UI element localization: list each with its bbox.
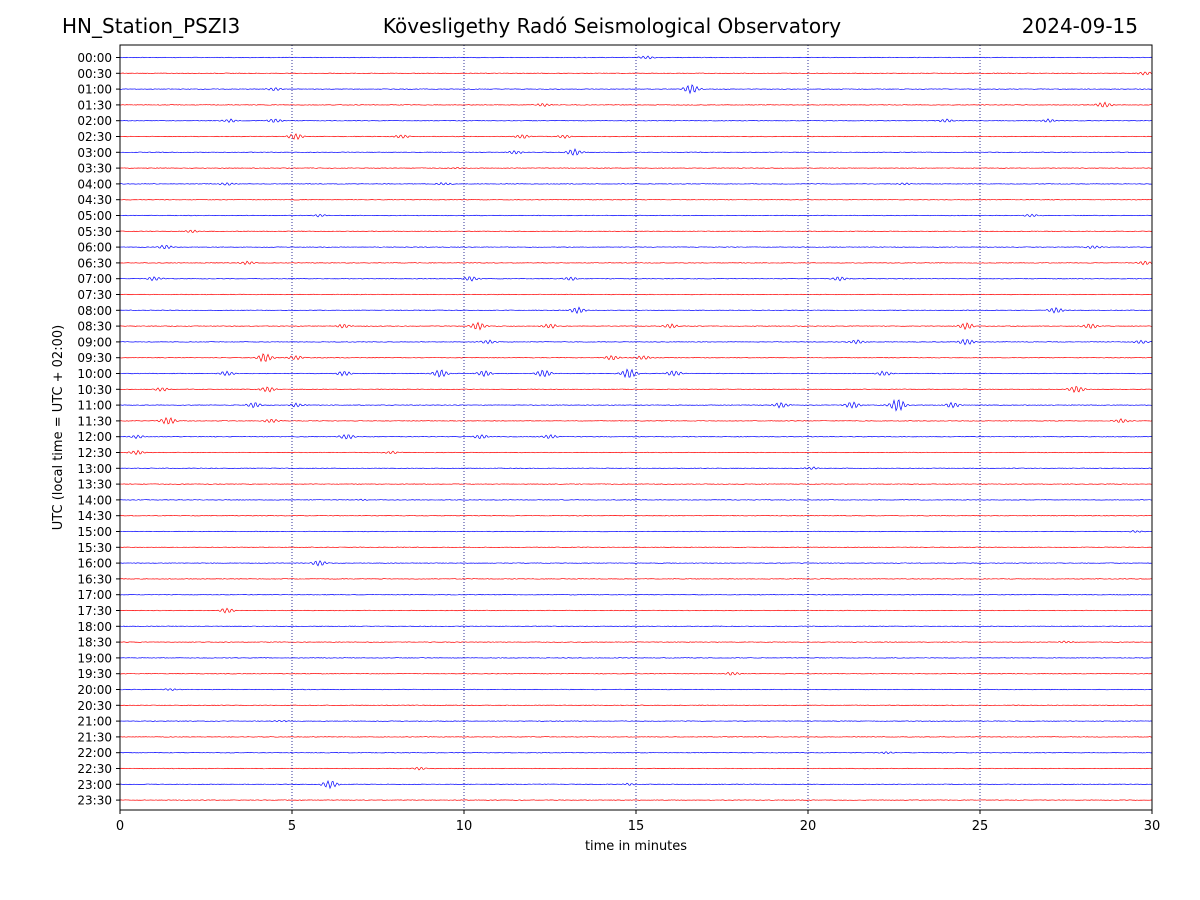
y-tick-label: 20:30 [77, 699, 112, 713]
trace-0030 [119, 71, 1153, 76]
trace-1030 [119, 385, 1153, 393]
y-tick-label: 12:30 [77, 446, 112, 460]
station-name: HN_Station_PSZI3 [62, 14, 241, 38]
y-tick-label: 13:30 [77, 478, 112, 492]
y-tick-label: 15:00 [77, 525, 112, 539]
y-tick-label: 09:30 [77, 351, 112, 365]
y-axis-label: UTC (local time = UTC + 02:00) [51, 325, 66, 530]
y-tick-label: 21:30 [77, 730, 112, 744]
y-tick-label: 01:00 [77, 83, 112, 97]
y-tick-label: 18:00 [77, 620, 112, 634]
y-tick-label: 04:00 [77, 177, 112, 191]
y-tick-label: 16:30 [77, 572, 112, 586]
x-tick-label: 20 [800, 819, 817, 834]
y-tick-label: 00:30 [77, 67, 112, 81]
plot-date: 2024-09-15 [1021, 14, 1138, 38]
y-tick-label: 01:30 [77, 98, 112, 112]
y-tick-label: 22:00 [77, 746, 112, 760]
x-tick-label: 5 [288, 819, 296, 834]
y-tick-label: 17:00 [77, 588, 112, 602]
y-tick-label: 09:00 [77, 335, 112, 349]
y-tick-label: 03:30 [77, 162, 112, 176]
x-tick-label: 0 [116, 819, 124, 834]
y-tick-label: 15:30 [77, 541, 112, 555]
y-tick-label: 07:30 [77, 288, 112, 302]
plot-frame [119, 44, 1153, 811]
trace-2200 [119, 751, 1153, 755]
trace-1800 [119, 625, 1153, 627]
y-tick-label: 13:00 [77, 462, 112, 476]
x-tick-label: 30 [1144, 819, 1161, 834]
trace-1530 [119, 546, 1153, 548]
trace-1230 [119, 449, 1153, 456]
x-tick-label: 15 [628, 819, 645, 834]
y-tick-label: 06:30 [77, 256, 112, 270]
y-tick-label: 17:30 [77, 604, 112, 618]
trace-0630 [119, 260, 1153, 266]
y-tick-label: 18:30 [77, 636, 112, 650]
y-tick-label: 02:30 [77, 130, 112, 144]
trace-0700 [119, 276, 1153, 282]
trace-2300 [119, 779, 1153, 790]
y-tick-label: 05:30 [77, 225, 112, 239]
observatory-title: Kövesligethy Radó Seismological Observat… [382, 14, 842, 38]
y-tick-label: 04:30 [77, 193, 112, 207]
y-tick-label: 11:00 [77, 399, 112, 413]
x-tick-label: 25 [972, 819, 989, 834]
trace-1930 [120, 671, 1153, 676]
gridlines-group [291, 45, 981, 810]
trace-0830 [119, 321, 1153, 331]
trace-0500 [119, 213, 1153, 218]
y-tick-label: 10:00 [77, 367, 112, 381]
x-tick-label: 10 [456, 819, 473, 834]
y-tick-label: 08:00 [77, 304, 112, 318]
x-axis-label: time in minutes [585, 839, 687, 854]
traces-group [119, 55, 1153, 801]
x-ticks-group: 0 5 10 15 20 25 30 [116, 810, 1160, 834]
y-tick-label: 10:30 [77, 383, 112, 397]
trace-0600 [119, 244, 1153, 250]
y-tick-label: 22:30 [77, 762, 112, 776]
y-tick-label: 11:30 [77, 414, 112, 428]
y-tick-label: 23:00 [77, 778, 112, 792]
trace-2000 [119, 688, 1153, 691]
y-tick-label: 20:00 [77, 683, 112, 697]
y-tick-label: 21:00 [77, 715, 112, 729]
trace-1730 [119, 607, 1153, 614]
y-tick-label: 14:00 [77, 493, 112, 507]
y-tick-label: 19:30 [77, 667, 112, 681]
trace-1430 [119, 514, 1153, 517]
y-tick-label: 02:00 [77, 114, 112, 128]
y-tick-label: 07:00 [77, 272, 112, 286]
y-tick-label: 16:00 [77, 557, 112, 571]
trace-2330 [119, 799, 1153, 801]
y-tick-label: 14:30 [77, 509, 112, 523]
trace-1600 [119, 560, 1153, 567]
trace-0100 [119, 84, 1153, 95]
y-tick-label: 06:00 [77, 241, 112, 255]
y-tick-label: 19:00 [77, 651, 112, 665]
trace-0430 [119, 199, 1153, 201]
y-tick-label: 08:30 [77, 320, 112, 334]
y-tick-label: 23:30 [77, 794, 112, 808]
trace-0300 [119, 148, 1153, 156]
trace-1200 [119, 434, 1153, 440]
y-tick-label: 05:00 [77, 209, 112, 223]
trace-0800 [119, 306, 1153, 315]
y-tick-label: 00:00 [77, 51, 112, 65]
trace-1400 [119, 498, 1153, 502]
trace-2130 [119, 736, 1153, 738]
y-tick-label: 03:00 [77, 146, 112, 160]
y-tick-label: 12:00 [77, 430, 112, 444]
